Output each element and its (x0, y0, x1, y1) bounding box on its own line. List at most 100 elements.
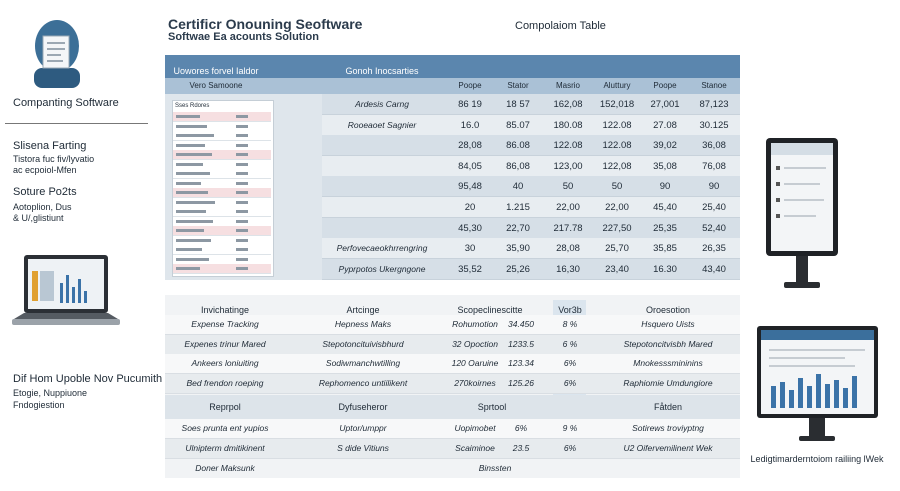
cell: 84,05 (458, 160, 482, 172)
row-band (322, 258, 740, 280)
cell: 52,40 (702, 222, 726, 234)
cell: 18 57 (506, 99, 530, 110)
mini-cell (236, 267, 248, 270)
mini-cell (236, 134, 248, 137)
cell: 1233.5 (508, 338, 534, 349)
cell: 45,30 (458, 222, 482, 234)
cell: 45,40 (653, 202, 677, 213)
row-label: Perfovecaeokhrrengring (336, 243, 428, 254)
cell: 86.08 (506, 140, 530, 152)
mini-row (173, 264, 271, 274)
column-header: Oroesotion (645, 305, 691, 315)
cell: 32 Opoction (452, 338, 498, 349)
mini-cell (176, 162, 203, 166)
cell: 27.08 (653, 119, 677, 131)
row-label: Rooeaoet Sagnier (347, 119, 417, 130)
cell: 122.08 (553, 140, 583, 152)
title: Certificr Onouning Seoftware (168, 16, 363, 32)
cell: Binssten (478, 463, 512, 473)
mini-cell (176, 248, 202, 251)
cell: 28,08 (556, 243, 580, 255)
cell: 28,08 (458, 140, 482, 152)
cell: Rohumotion (452, 319, 498, 329)
laptop-image (12, 255, 120, 325)
cell: Soes prunta ent yupios (181, 423, 269, 433)
row-band (165, 438, 740, 459)
mini-cell (176, 143, 205, 147)
section-title: Slisena Farting (13, 140, 87, 152)
mini-cell (236, 257, 248, 261)
mini-cell (176, 257, 209, 261)
mini-cell (176, 191, 208, 194)
cell: 16.0 (460, 119, 480, 131)
cell: 1.215 (506, 202, 530, 213)
top-table-subbar (165, 78, 740, 94)
mini-cell (176, 210, 206, 213)
mini-cell (236, 172, 248, 175)
section-line: Tistora fuc fiv/lyvatio (13, 154, 95, 164)
cell: 25,70 (605, 243, 629, 255)
sub-text: Vero Samoone (189, 81, 243, 90)
mini-cell (176, 200, 215, 204)
cell: 6% (563, 377, 577, 388)
section-header: Dyfuseheror (338, 402, 388, 412)
cell: 22,00 (556, 202, 580, 213)
mini-cell (176, 172, 210, 175)
mini-cell (176, 124, 207, 128)
column-header: Masrio (555, 81, 581, 90)
row-band (322, 135, 740, 157)
cell: 123,00 (553, 160, 583, 172)
cell: 125.26 (508, 377, 534, 388)
cell: 9 % (562, 423, 578, 433)
app-icon (34, 20, 80, 88)
row-band (322, 114, 740, 136)
cell: 227,50 (602, 222, 632, 234)
row-label: Pyprpotos Ukergngone (338, 263, 426, 274)
row-band (322, 94, 740, 115)
column-header: Scopeclinescitte (457, 305, 523, 315)
bar-text: Gonoh Inocsarties (345, 66, 419, 76)
cell: S dide Vitiuns (337, 442, 389, 453)
cell: 50 (562, 181, 574, 193)
column-header: Vor3b (558, 305, 582, 315)
section-line: ac ecpoiol-Mfen (13, 165, 77, 175)
cell: Sotirews troviyptng (632, 423, 704, 433)
column-header: Stanoe (701, 81, 727, 90)
mini-cell (176, 229, 204, 232)
cell: 6% (514, 423, 528, 433)
row-band (322, 176, 740, 198)
cell: Expenes trinur Mared (184, 338, 266, 349)
mini-cell (236, 115, 248, 118)
cell: 20 (464, 202, 476, 213)
mini-cell (176, 134, 214, 137)
row-band (322, 238, 740, 260)
cell: Mnokesssmininins (633, 358, 703, 368)
cell: 6 % (562, 338, 578, 349)
cell: Sodiwmanchwtilling (325, 358, 401, 368)
cell: 95,48 (458, 181, 482, 193)
mini-cell (236, 229, 248, 232)
mini-cell (236, 210, 248, 213)
monitor-image (766, 138, 838, 288)
row-band (322, 155, 740, 177)
cell: Stepotoncituivisbhurd (322, 338, 404, 349)
cell: 30 (464, 243, 476, 255)
section-title: Dif Hom Upoble Nov Pucumith (13, 373, 163, 385)
mini-cell (176, 267, 200, 270)
row-label: Ardesis Carng (355, 99, 409, 109)
cell: 6% (563, 358, 577, 368)
cell: Stepotoncitvisbh Mared (623, 338, 713, 349)
cell: 86,08 (506, 160, 530, 172)
cell: Uopimobet (454, 423, 496, 433)
mini-cell (236, 162, 248, 166)
cell: 152,018 (599, 99, 635, 110)
cell: 36,08 (702, 140, 726, 152)
cell: 123.34 (508, 358, 534, 368)
mini-cell (236, 153, 248, 156)
cell: 120 Oaruine (451, 358, 499, 368)
section-band (165, 395, 740, 419)
cell: Ulnipterm dmitikinent (185, 442, 265, 453)
cell: 16.30 (653, 263, 677, 275)
cell: 180.08 (553, 119, 583, 131)
mini-cell (176, 181, 201, 185)
